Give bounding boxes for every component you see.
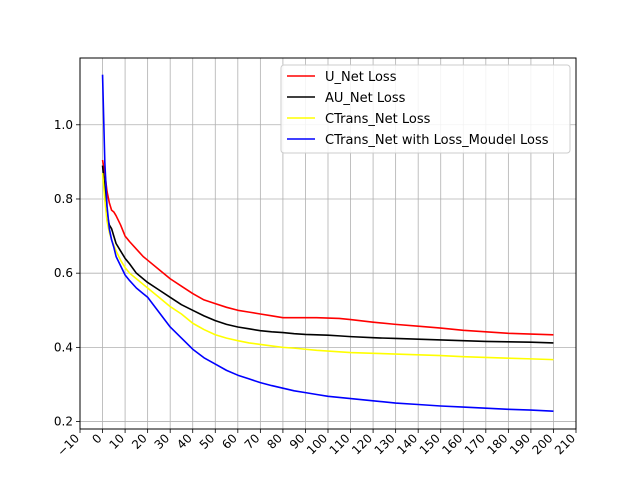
legend-label: AU_Net Loss	[325, 91, 406, 106]
series-line-4	[101, 74, 554, 412]
y-tick-label: 0.6	[54, 266, 73, 280]
series-line-2	[101, 165, 554, 344]
legend-box	[280, 64, 571, 154]
y-tick-label: 0.4	[54, 340, 73, 354]
y-tick-label: 0.2	[54, 415, 73, 429]
y-tick-label: 0.8	[54, 192, 73, 206]
y-tick-label: 1.0	[54, 118, 73, 132]
series-line-1	[101, 159, 554, 336]
series-line-3	[101, 172, 554, 361]
legend-label: CTrans_Net with Loss_Moudel Loss	[325, 133, 549, 148]
legend-label: CTrans_Net Loss	[325, 112, 431, 127]
series-lines	[101, 74, 554, 412]
legend: U_Net Loss AU_Net Loss CTrans_Net Loss CTra…	[280, 64, 571, 154]
legend-label: U_Net Loss	[325, 70, 397, 85]
